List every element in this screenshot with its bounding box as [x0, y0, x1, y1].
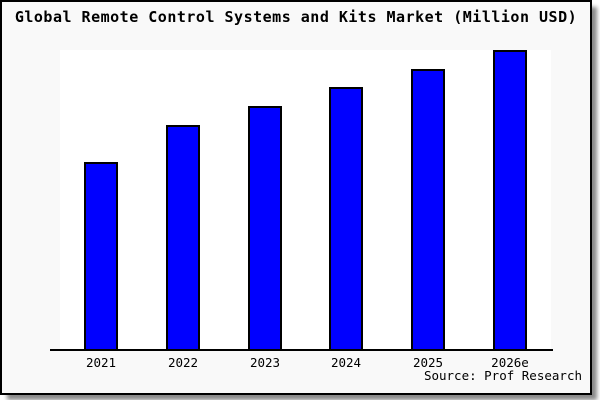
x-tick-label-2026e: 2026e: [491, 355, 529, 370]
chart-frame: Global Remote Control Systems and Kits M…: [0, 0, 592, 395]
bar-2023: [248, 106, 282, 351]
x-tick-label-2022: 2022: [167, 355, 199, 370]
x-tick-label-2025: 2025: [412, 355, 444, 370]
source-note: Source: Prof Research: [423, 368, 582, 383]
bar-2022: [166, 125, 200, 351]
x-axis-line: [50, 349, 553, 351]
chart-title: Global Remote Control Systems and Kits M…: [14, 8, 578, 26]
x-tick-label-2023: 2023: [249, 355, 281, 370]
bar-2026e: [493, 50, 527, 351]
x-tick-label-2024: 2024: [330, 355, 362, 370]
bar-2025: [411, 69, 445, 351]
x-tick-label-2021: 2021: [85, 355, 117, 370]
plot-area: [60, 50, 551, 351]
bar-2021: [84, 162, 118, 351]
bar-2024: [329, 87, 363, 351]
